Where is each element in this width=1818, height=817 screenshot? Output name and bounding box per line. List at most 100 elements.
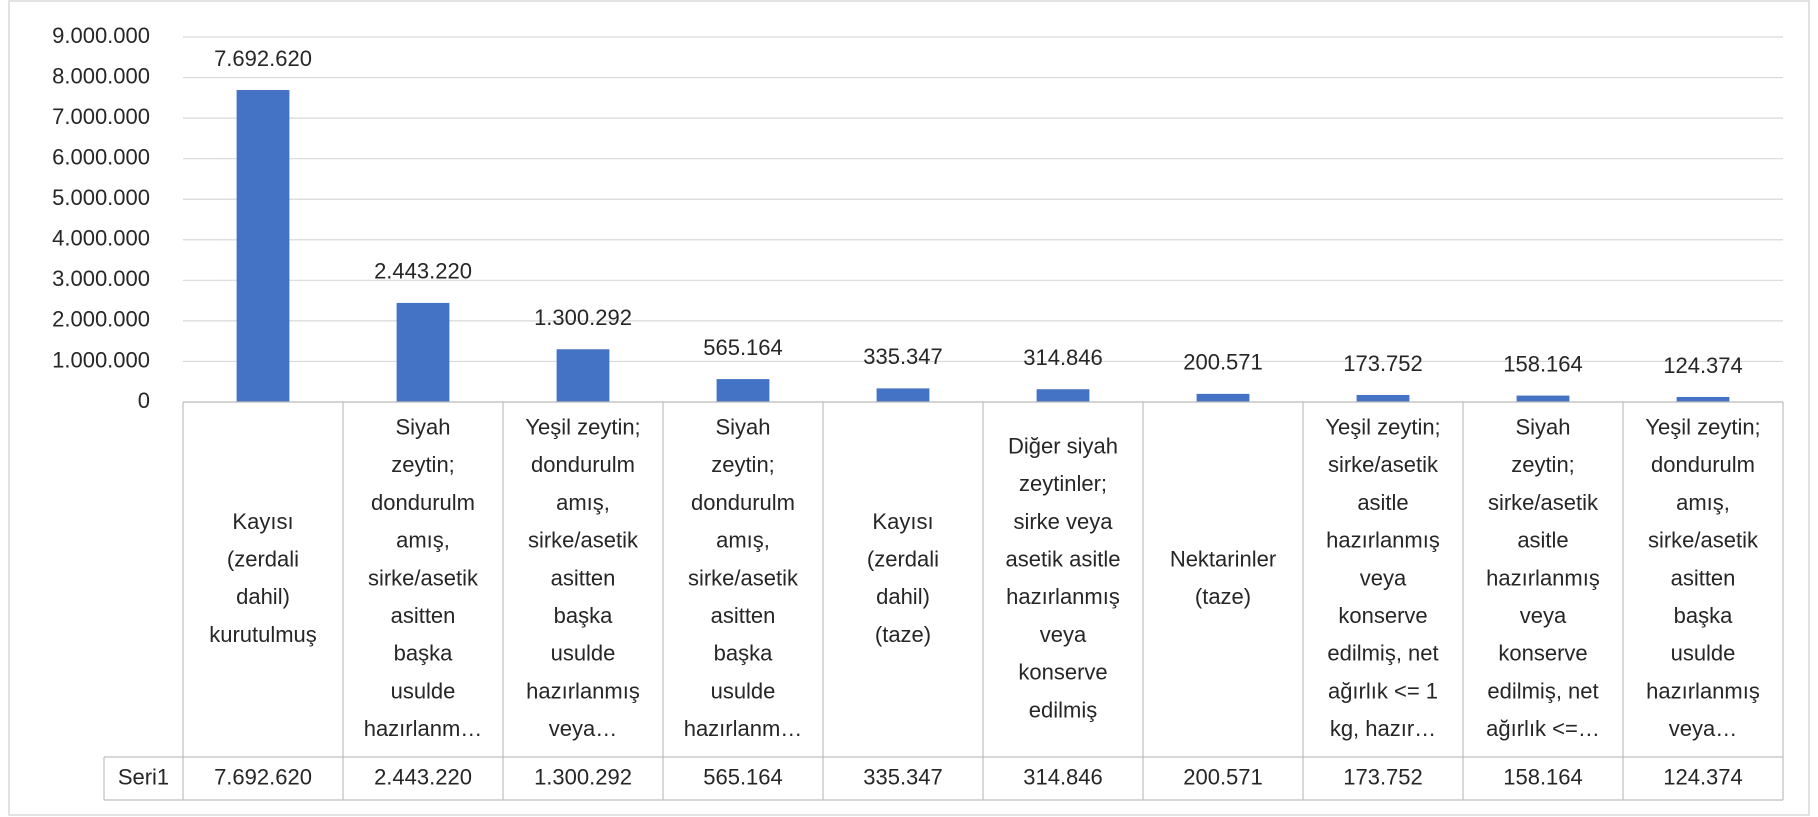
y-tick-label: 0 bbox=[138, 388, 150, 413]
x-tick-label: edilmiş bbox=[1029, 697, 1097, 722]
data-label: 173.752 bbox=[1343, 351, 1423, 376]
table-value: 7.692.620 bbox=[214, 764, 312, 789]
x-tick-label: hazırlanm… bbox=[684, 716, 803, 741]
x-tick-label: asitle bbox=[1517, 528, 1568, 553]
x-tick-label: konserve bbox=[1018, 660, 1107, 685]
bar bbox=[236, 90, 290, 403]
x-tick-label: sirke veya bbox=[1013, 509, 1113, 534]
x-tick-label: dondurulm bbox=[371, 490, 475, 515]
y-tick-label: 1.000.000 bbox=[52, 347, 150, 372]
bar bbox=[396, 302, 450, 402]
x-tick-label: usulde bbox=[711, 678, 776, 703]
x-tick-label: dahil) bbox=[236, 584, 290, 609]
x-tick-label: Yeşil zeytin; bbox=[525, 415, 640, 440]
x-tick-label: başka bbox=[394, 641, 453, 666]
data-label: 2.443.220 bbox=[374, 259, 472, 284]
x-tick-label: kg, hazır… bbox=[1330, 716, 1436, 741]
x-tick-label: amış, bbox=[396, 528, 450, 553]
x-tick-label: usulde bbox=[391, 678, 456, 703]
data-label: 314.846 bbox=[1023, 345, 1103, 370]
y-tick-label: 4.000.000 bbox=[52, 226, 150, 251]
bar bbox=[1516, 395, 1570, 402]
y-tick-label: 8.000.000 bbox=[52, 63, 150, 88]
x-tick-label: hazırlanmış bbox=[526, 678, 640, 703]
chart-frame bbox=[8, 0, 1810, 816]
x-tick-label: başka bbox=[1674, 603, 1733, 628]
bar bbox=[1356, 394, 1410, 402]
legend-label: Seri1 bbox=[118, 764, 169, 789]
x-tick-label: zeytinler; bbox=[1019, 471, 1107, 496]
y-tick-label: 7.000.000 bbox=[52, 104, 150, 129]
x-tick-label: edilmiş, net bbox=[1487, 678, 1598, 703]
data-label: 7.692.620 bbox=[214, 46, 312, 71]
table-value: 314.846 bbox=[1023, 764, 1103, 789]
x-tick-label: veya… bbox=[1669, 716, 1737, 741]
x-tick-label: dondurulm bbox=[691, 490, 795, 515]
table-value: 173.752 bbox=[1343, 764, 1423, 789]
x-tick-label: Nektarinler bbox=[1170, 546, 1276, 571]
x-tick-label: (zerdali bbox=[867, 546, 939, 571]
x-tick-label: dahil) bbox=[876, 584, 930, 609]
x-tick-label: başka bbox=[554, 603, 613, 628]
x-tick-label: ağırlık <= 1 bbox=[1328, 678, 1438, 703]
x-tick-label: asitten bbox=[391, 603, 456, 628]
x-tick-label: hazırlanm… bbox=[364, 716, 483, 741]
x-tick-label: konserve bbox=[1338, 603, 1427, 628]
x-tick-label: kurutulmuş bbox=[209, 622, 317, 647]
x-tick-label: usulde bbox=[1671, 641, 1736, 666]
x-tick-label: hazırlanmış bbox=[1006, 584, 1120, 609]
x-tick-label: Kayısı bbox=[872, 509, 933, 534]
x-tick-label: sirke/asetik bbox=[1648, 528, 1759, 553]
x-tick-label: asitten bbox=[551, 565, 616, 590]
table-value: 158.164 bbox=[1503, 764, 1583, 789]
data-label: 158.164 bbox=[1503, 351, 1583, 376]
x-tick-label: Kayısı bbox=[232, 509, 293, 534]
x-tick-label: konserve bbox=[1498, 641, 1587, 666]
x-tick-label: asitten bbox=[1671, 565, 1736, 590]
x-tick-label: Diğer siyah bbox=[1008, 433, 1118, 458]
x-tick-label: veya bbox=[1040, 622, 1087, 647]
x-tick-label: asetik asitle bbox=[1006, 546, 1121, 571]
data-label: 335.347 bbox=[863, 344, 943, 369]
x-tick-label: Siyah bbox=[715, 415, 770, 440]
y-tick-label: 9.000.000 bbox=[52, 23, 150, 48]
table-value: 200.571 bbox=[1183, 764, 1263, 789]
x-tick-label: hazırlanmış bbox=[1486, 565, 1600, 590]
data-label: 200.571 bbox=[1183, 350, 1263, 375]
x-tick-label: veya bbox=[1520, 603, 1567, 628]
x-tick-label: Yeşil zeytin; bbox=[1645, 415, 1760, 440]
bar bbox=[1676, 396, 1730, 402]
table-value: 335.347 bbox=[863, 764, 943, 789]
x-tick-label: (taze) bbox=[1195, 584, 1251, 609]
table-value: 1.300.292 bbox=[534, 764, 632, 789]
x-tick-label: dondurulm bbox=[1651, 452, 1755, 477]
bar bbox=[876, 388, 930, 402]
data-label: 1.300.292 bbox=[534, 305, 632, 330]
x-tick-label: veya… bbox=[549, 716, 617, 741]
x-tick-label: (zerdali bbox=[227, 546, 299, 571]
x-tick-label: asitle bbox=[1357, 490, 1408, 515]
x-tick-label: amış, bbox=[716, 528, 770, 553]
x-tick-label: edilmiş, net bbox=[1327, 641, 1438, 666]
x-tick-label: sirke/asetik bbox=[528, 528, 639, 553]
bar bbox=[1196, 393, 1250, 402]
x-tick-label: hazırlanmış bbox=[1646, 678, 1760, 703]
x-tick-label: ağırlık <=… bbox=[1486, 716, 1600, 741]
table-value: 565.164 bbox=[703, 764, 783, 789]
x-tick-label: zeytin; bbox=[711, 452, 775, 477]
x-tick-label: asitten bbox=[711, 603, 776, 628]
table-value: 2.443.220 bbox=[374, 764, 472, 789]
y-tick-label: 3.000.000 bbox=[52, 266, 150, 291]
data-label: 565.164 bbox=[703, 335, 783, 360]
x-tick-label: sirke/asetik bbox=[368, 565, 479, 590]
x-tick-label: hazırlanmış bbox=[1326, 528, 1440, 553]
table-value: 124.374 bbox=[1663, 764, 1743, 789]
y-tick-label: 5.000.000 bbox=[52, 185, 150, 210]
x-tick-label: Yeşil zeytin; bbox=[1325, 415, 1440, 440]
x-tick-label: veya bbox=[1360, 565, 1407, 590]
x-tick-label: Siyah bbox=[1515, 415, 1570, 440]
x-tick-label: sirke/asetik bbox=[1488, 490, 1599, 515]
y-tick-label: 2.000.000 bbox=[52, 307, 150, 332]
bar bbox=[556, 349, 610, 402]
